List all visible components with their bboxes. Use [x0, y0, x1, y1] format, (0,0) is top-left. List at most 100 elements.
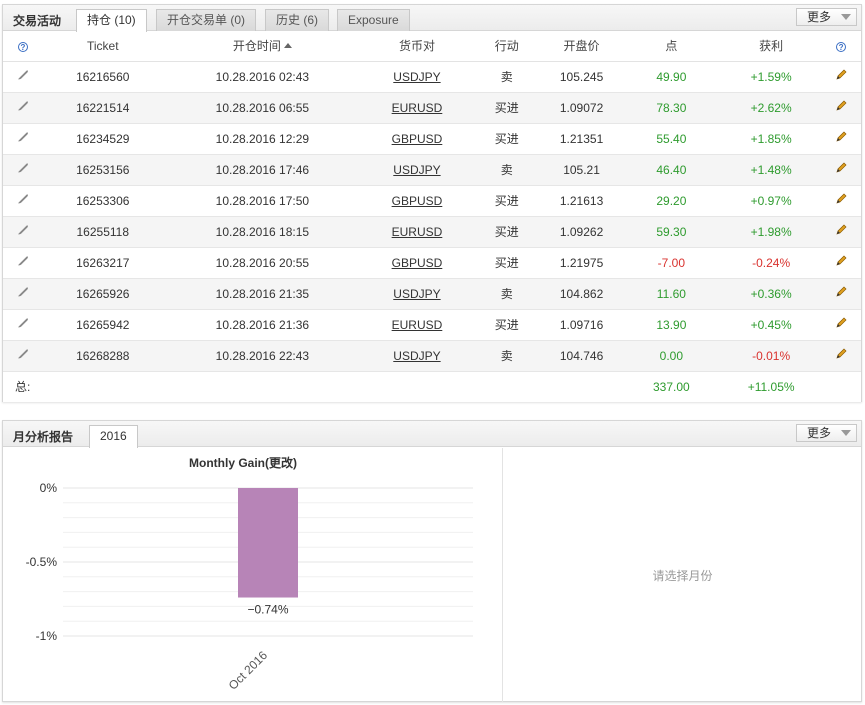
symbol-link[interactable]: EURUSD	[391, 100, 443, 115]
attachment-icon[interactable]	[3, 216, 43, 248]
edit-cell[interactable]	[821, 123, 861, 155]
ticket-cell: 16255118	[42, 216, 163, 248]
edit-cell[interactable]	[821, 216, 861, 248]
symbol-cell: GBPUSD	[362, 185, 472, 217]
action-cell: 买进	[471, 185, 542, 217]
attachment-icon[interactable]	[3, 309, 43, 341]
column-gain[interactable]: 获利	[721, 31, 822, 62]
pencil-icon[interactable]	[835, 255, 847, 267]
help-cell[interactable]: ?	[821, 31, 861, 62]
table-row[interactable]: 16263217 10.28.2016 20:55 GBPUSD 买进 1.21975-…	[3, 247, 861, 279]
edit-cell[interactable]	[821, 247, 861, 279]
bar[interactable]	[238, 488, 298, 598]
column-open-time[interactable]: 开仓时间	[162, 31, 363, 62]
table-row[interactable]: 16255118 10.28.2016 18:15 EURUSD 买进 1.09262 5…	[3, 216, 861, 248]
help-icon[interactable]: ?	[836, 41, 847, 52]
attachment-icon[interactable]	[3, 278, 43, 310]
points-cell: 29.20	[621, 185, 722, 217]
table-row[interactable]: 16268288 10.28.2016 22:43 USDJPY 卖 104.746 0.…	[3, 340, 861, 372]
caret-down-icon	[841, 14, 851, 20]
symbol-link[interactable]: GBPUSD	[391, 255, 443, 270]
attachment-icon[interactable]	[3, 154, 43, 186]
table-row[interactable]: 16265926 10.28.2016 21:35 USDJPY 卖 104.862 11…	[3, 278, 861, 310]
table-row[interactable]: 16221514 10.28.2016 06:55 EURUSD 买进 1.09072 7…	[3, 92, 861, 124]
table-row[interactable]: 16253156 10.28.2016 17:46 USDJPY 卖 105.21 46.…	[3, 154, 861, 186]
symbol-cell: USDJPY	[362, 278, 472, 310]
symbol-link[interactable]: GBPUSD	[391, 131, 443, 146]
trades-more-dropdown[interactable]: 更多	[796, 8, 857, 26]
edit-cell[interactable]	[821, 309, 861, 341]
tab-year-2016[interactable]: 2016	[89, 425, 138, 448]
attachment-icon[interactable]	[3, 340, 43, 372]
symbol-link[interactable]: EURUSD	[391, 224, 443, 239]
points-cell: 11.60	[621, 278, 722, 310]
pencil-icon[interactable]	[835, 69, 847, 81]
gain-cell: +1.98%	[721, 216, 822, 248]
points-cell: 78.30	[621, 92, 722, 124]
points-cell: 0.00	[621, 340, 722, 372]
edit-cell[interactable]	[821, 92, 861, 124]
attachment-icon[interactable]	[3, 123, 43, 155]
table-row[interactable]: 16253306 10.28.2016 17:50 GBPUSD 买进 1.21613 2…	[3, 185, 861, 217]
symbol-link[interactable]: USDJPY	[393, 348, 441, 363]
trading-activity-panel: 交易活动 持仓 (10) 开仓交易单 (0) 历史 (6) Exposure 更…	[2, 4, 862, 402]
symbol-link[interactable]: GBPUSD	[391, 193, 443, 208]
help-cell[interactable]: ?	[3, 31, 43, 62]
ticket-cell: 16253306	[42, 185, 163, 217]
attachment-icon[interactable]	[3, 247, 43, 279]
pencil-icon[interactable]	[835, 286, 847, 298]
open-time-cell: 10.28.2016 17:50	[162, 185, 363, 217]
table-row[interactable]: 16265942 10.28.2016 21:36 EURUSD 买进 1.09716 1…	[3, 309, 861, 341]
column-action[interactable]: 行动	[471, 31, 542, 62]
pencil-icon[interactable]	[835, 348, 847, 360]
tab-history[interactable]: 历史 (6)	[265, 9, 330, 31]
symbol-cell: USDJPY	[362, 340, 472, 372]
monthly-analysis-header: 月分析报告 2016 更多	[3, 421, 861, 448]
open-price-cell: 104.862	[541, 278, 622, 310]
attachment-icon[interactable]	[3, 92, 43, 124]
help-icon[interactable]: ?	[17, 41, 28, 52]
tab-exposure[interactable]: Exposure	[337, 9, 410, 31]
symbol-cell: EURUSD	[362, 309, 472, 341]
pencil-icon[interactable]	[835, 162, 847, 174]
pencil-icon[interactable]	[835, 131, 847, 143]
symbol-link[interactable]: USDJPY	[393, 286, 441, 301]
edit-cell[interactable]	[821, 185, 861, 217]
attachment-icon[interactable]	[3, 61, 43, 93]
tab-positions[interactable]: 持仓 (10)	[76, 9, 147, 32]
action-cell: 卖	[471, 61, 542, 93]
edit-cell[interactable]	[821, 154, 861, 186]
symbol-link[interactable]: USDJPY	[393, 69, 441, 84]
table-row[interactable]: 16234529 10.28.2016 12:29 GBPUSD 买进 1.21351 5…	[3, 123, 861, 155]
points-cell: 55.40	[621, 123, 722, 155]
symbol-link[interactable]: USDJPY	[393, 162, 441, 177]
column-open-price[interactable]: 开盘价	[541, 31, 622, 62]
symbol-link[interactable]: EURUSD	[391, 317, 443, 332]
attachment-icon[interactable]	[3, 185, 43, 217]
open-time-cell: 10.28.2016 20:55	[162, 247, 363, 279]
monthly-gain-chart: Monthly Gain(更改) 0% -0.5% -1% −0.74% Oct 2…	[26, 455, 473, 693]
edit-cell[interactable]	[821, 61, 861, 93]
open-time-cell: 10.28.2016 17:46	[162, 154, 363, 186]
bar-value-label: −0.74%	[247, 603, 288, 617]
column-points[interactable]: 点	[621, 31, 722, 62]
open-time-cell: 10.28.2016 21:36	[162, 309, 363, 341]
table-row[interactable]: 16216560 10.28.2016 02:43 USDJPY 卖 105.245 49…	[3, 61, 861, 93]
gain-cell: +1.48%	[721, 154, 822, 186]
tab-open-orders[interactable]: 开仓交易单 (0)	[156, 9, 257, 31]
pencil-icon[interactable]	[835, 317, 847, 329]
edit-cell[interactable]	[821, 340, 861, 372]
total-row: 总: 337.00 +11.05%	[3, 371, 861, 402]
pencil-icon[interactable]	[835, 100, 847, 112]
select-month-message: 请选择月份	[652, 568, 713, 583]
edit-cell[interactable]	[821, 278, 861, 310]
column-symbol[interactable]: 货币对	[362, 31, 472, 62]
pencil-icon[interactable]	[835, 193, 847, 205]
gain-cell: +0.97%	[721, 185, 822, 217]
pencil-icon[interactable]	[835, 224, 847, 236]
monthly-more-dropdown[interactable]: 更多	[796, 424, 857, 442]
chart-bars: −0.74%	[238, 488, 298, 617]
open-price-cell: 104.746	[541, 340, 622, 372]
column-ticket[interactable]: Ticket	[42, 31, 163, 62]
points-cell: 46.40	[621, 154, 722, 186]
